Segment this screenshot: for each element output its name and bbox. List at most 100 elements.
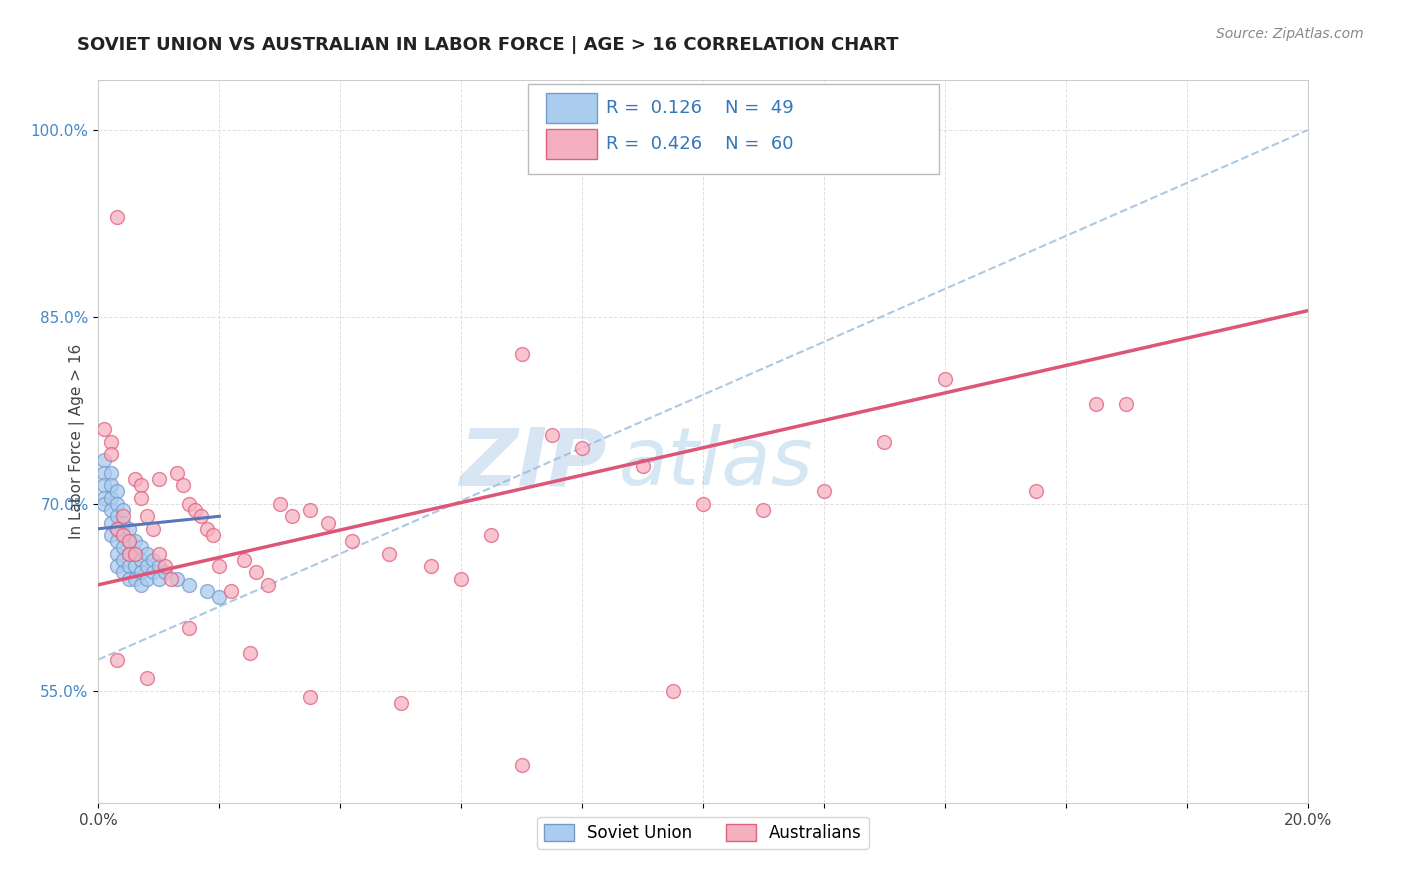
Point bbox=[195, 522, 218, 536]
Point bbox=[93, 422, 115, 436]
Point bbox=[184, 503, 207, 517]
Point bbox=[105, 522, 128, 536]
Text: R =  0.426    N =  60: R = 0.426 N = 60 bbox=[606, 135, 794, 153]
Point bbox=[111, 541, 134, 555]
Point bbox=[111, 509, 134, 524]
Point bbox=[1115, 397, 1137, 411]
Point bbox=[269, 497, 291, 511]
Point bbox=[153, 559, 176, 574]
Point bbox=[93, 491, 115, 505]
Point bbox=[105, 509, 128, 524]
Point bbox=[256, 578, 278, 592]
Point bbox=[179, 578, 201, 592]
Point bbox=[105, 547, 128, 561]
Point bbox=[873, 434, 896, 449]
Point bbox=[129, 491, 152, 505]
Point bbox=[118, 522, 141, 536]
Point bbox=[129, 566, 152, 580]
Text: ZIP: ZIP bbox=[458, 425, 606, 502]
Point bbox=[661, 683, 683, 698]
Point bbox=[1085, 397, 1108, 411]
Point bbox=[166, 466, 188, 480]
FancyBboxPatch shape bbox=[527, 84, 939, 174]
Point bbox=[129, 578, 152, 592]
Point bbox=[752, 503, 775, 517]
Point bbox=[100, 434, 122, 449]
Text: R =  0.126    N =  49: R = 0.126 N = 49 bbox=[606, 99, 794, 117]
Point bbox=[111, 528, 134, 542]
Point bbox=[118, 534, 141, 549]
Point bbox=[377, 547, 399, 561]
Point bbox=[111, 553, 134, 567]
Point bbox=[124, 472, 146, 486]
Point bbox=[100, 491, 122, 505]
Point bbox=[179, 621, 201, 635]
Point bbox=[100, 466, 122, 480]
Point bbox=[153, 566, 176, 580]
Point bbox=[118, 547, 141, 561]
Point bbox=[420, 559, 443, 574]
Point bbox=[105, 211, 128, 225]
Point bbox=[129, 478, 152, 492]
Point bbox=[142, 553, 165, 567]
Point bbox=[100, 528, 122, 542]
Point bbox=[105, 559, 128, 574]
Point bbox=[135, 572, 157, 586]
Point bbox=[934, 372, 956, 386]
Point bbox=[148, 572, 170, 586]
Point bbox=[118, 559, 141, 574]
Point bbox=[342, 534, 364, 549]
Point bbox=[93, 453, 115, 467]
Text: Source: ZipAtlas.com: Source: ZipAtlas.com bbox=[1216, 27, 1364, 41]
Point bbox=[124, 559, 146, 574]
Point bbox=[111, 566, 134, 580]
Point bbox=[148, 472, 170, 486]
Point bbox=[450, 572, 472, 586]
Point bbox=[100, 478, 122, 492]
FancyBboxPatch shape bbox=[546, 93, 596, 123]
Point bbox=[135, 559, 157, 574]
Point bbox=[190, 509, 212, 524]
Point bbox=[124, 534, 146, 549]
Point bbox=[299, 690, 322, 704]
Point bbox=[105, 484, 128, 499]
Point bbox=[160, 572, 183, 586]
Point bbox=[195, 584, 218, 599]
Point bbox=[510, 758, 533, 772]
Point bbox=[232, 553, 254, 567]
Legend: Soviet Union, Australians: Soviet Union, Australians bbox=[537, 817, 869, 848]
Point bbox=[202, 528, 225, 542]
Text: SOVIET UNION VS AUSTRALIAN IN LABOR FORCE | AGE > 16 CORRELATION CHART: SOVIET UNION VS AUSTRALIAN IN LABOR FORC… bbox=[77, 36, 898, 54]
Point bbox=[510, 347, 533, 361]
Point bbox=[142, 566, 165, 580]
Point bbox=[124, 547, 146, 561]
Point bbox=[179, 497, 201, 511]
Point bbox=[111, 503, 134, 517]
Point bbox=[118, 572, 141, 586]
Point bbox=[105, 652, 128, 666]
Point bbox=[208, 591, 231, 605]
Point bbox=[148, 559, 170, 574]
Y-axis label: In Labor Force | Age > 16: In Labor Force | Age > 16 bbox=[69, 344, 84, 539]
Point bbox=[105, 522, 128, 536]
Point bbox=[135, 509, 157, 524]
Point bbox=[135, 547, 157, 561]
Point bbox=[100, 516, 122, 530]
Point bbox=[129, 553, 152, 567]
Point bbox=[1024, 484, 1046, 499]
Point bbox=[239, 646, 262, 660]
FancyBboxPatch shape bbox=[546, 128, 596, 159]
Point bbox=[135, 671, 157, 685]
Point bbox=[148, 547, 170, 561]
Point bbox=[124, 547, 146, 561]
Point bbox=[105, 497, 128, 511]
Point bbox=[221, 584, 243, 599]
Point bbox=[692, 497, 714, 511]
Point bbox=[208, 559, 231, 574]
Text: atlas: atlas bbox=[619, 425, 813, 502]
Point bbox=[105, 534, 128, 549]
Point bbox=[245, 566, 267, 580]
Point bbox=[93, 478, 115, 492]
Point bbox=[299, 503, 322, 517]
Point bbox=[389, 696, 412, 710]
